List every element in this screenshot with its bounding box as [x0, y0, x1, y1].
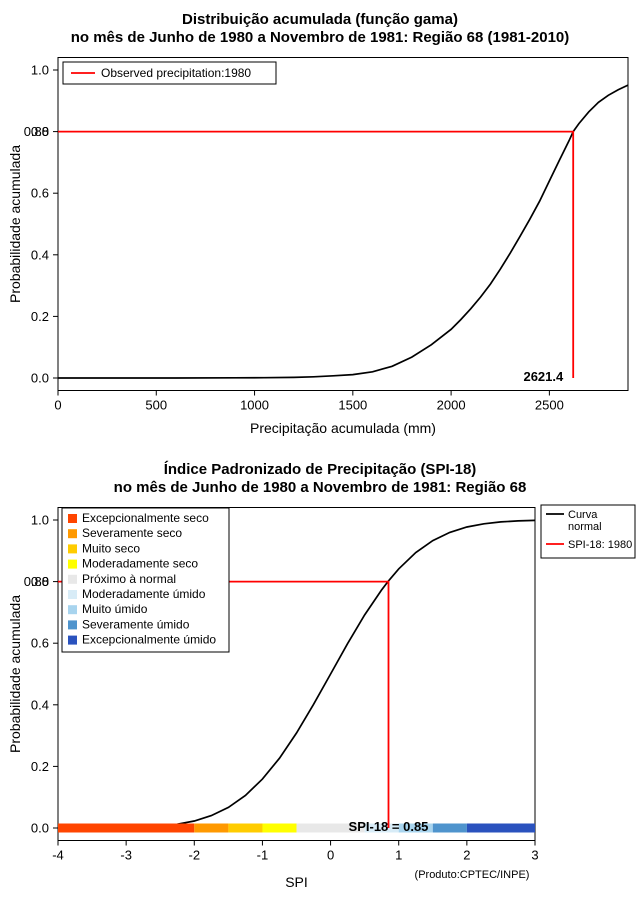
category-swatch — [68, 605, 77, 615]
y-tick-label: 0.4 — [31, 247, 49, 262]
chart-title: Distribuição acumulada (função gama) — [182, 11, 458, 28]
y-tick-label: 0.6 — [31, 186, 49, 201]
series-legend-label: SPI-18: 1980 — [568, 539, 632, 551]
legend-label: Observed precipitation:1980 — [101, 66, 251, 80]
category-label: Moderadamente seco — [82, 557, 198, 571]
chart-subtitle: no mês de Junho de 1980 a Novembro de 19… — [113, 479, 527, 496]
reference-y-value-label: 0.80 — [24, 124, 49, 139]
spi-color-bar — [58, 823, 535, 833]
y-tick-label: 0.6 — [31, 636, 49, 651]
y-tick-label: 1.0 — [31, 513, 49, 528]
y-tick-label: 1.0 — [31, 63, 49, 78]
x-tick-label: -4 — [52, 848, 64, 863]
color-bar-segment — [432, 823, 467, 833]
cdf-curve — [58, 84, 629, 379]
color-bar-segment — [194, 823, 229, 833]
category-swatch — [68, 574, 77, 584]
color-bar-segment — [296, 823, 365, 833]
category-label: Muito seco — [82, 541, 140, 555]
x-tick-label: 2 — [463, 848, 470, 863]
chart-subtitle: no mês de Junho de 1980 a Novembro de 19… — [70, 29, 570, 46]
reference-value-label: SPI-18 = 0.85 — [349, 819, 429, 834]
spi-cdf-plot-area: -4 -3 -2 -1 0 1 2 3 0.0 0.2 0.4 0.6 0.8 1.0 0.80 SPI-18… — [24, 504, 636, 863]
gamma-cdf-chart: 0 500 1000 1500 2000 2500 0.0 0.2 0.4 0.6 0.8 1.0 0.… — [7, 11, 629, 436]
x-tick-label: 2500 — [535, 398, 564, 413]
category-swatch — [68, 544, 77, 554]
category-label: Excepcionalmente seco — [82, 511, 209, 525]
category-swatch — [68, 635, 77, 645]
y-axis-label: Probabilidade acumulada — [7, 145, 23, 303]
category-swatch — [68, 620, 77, 630]
category-swatch — [68, 514, 77, 523]
color-bar-segment — [262, 823, 297, 833]
x-tick-label: -3 — [120, 848, 132, 863]
category-swatch — [68, 529, 77, 539]
reference-x-value-label: 2621.4 — [523, 369, 564, 384]
category-label: Severamente úmido — [82, 617, 190, 631]
reference-y-value-label: 0.80 — [24, 574, 49, 589]
spi-cdf-chart: -4 -3 -2 -1 0 1 2 3 0.0 0.2 0.4 0.6 0.8 1.0 0.80 SPI-18… — [0, 450, 640, 900]
observed-reference-line — [58, 130, 575, 378]
y-axis: 0.0 0.2 0.4 0.6 0.8 1.0 — [31, 63, 58, 386]
x-axis: 0 500 1000 1500 2000 2500 — [54, 390, 564, 413]
x-tick-label: -2 — [189, 848, 201, 863]
x-tick-label: 0 — [54, 398, 61, 413]
y-tick-label: 0.2 — [31, 759, 49, 774]
plot-box — [57, 57, 629, 391]
y-tick-label: 0.4 — [31, 697, 49, 712]
x-tick-label: 1 — [395, 848, 402, 863]
category-label: Severamente seco — [82, 526, 182, 540]
color-bar-segment — [398, 823, 433, 833]
producer-footnote: (Produto:CPTEC/INPE) — [414, 869, 530, 881]
legend-box — [62, 61, 277, 85]
x-tick-label: 1000 — [240, 398, 269, 413]
y-axis: 0.0 0.2 0.4 0.6 0.8 1.0 — [31, 513, 58, 836]
color-bar-segment — [58, 823, 195, 833]
x-tick-label: 3 — [531, 848, 538, 863]
category-label: Muito úmido — [82, 602, 148, 616]
y-tick-label: 0.0 — [31, 371, 49, 386]
chart-title: Índice Padronizado de Precipitação (SPI-… — [163, 461, 477, 478]
x-tick-label: 0 — [327, 848, 334, 863]
x-axis: -4 -3 -2 -1 0 1 2 3 — [52, 840, 539, 863]
x-tick-label: -1 — [257, 848, 269, 863]
x-axis-label: Precipitação acumulada (mm) — [250, 420, 436, 436]
category-label: Próximo à normal — [82, 572, 176, 586]
category-label: Moderadamente úmido — [82, 587, 206, 601]
x-tick-label: 2000 — [437, 398, 466, 413]
x-tick-label: 1500 — [338, 398, 367, 413]
color-bar-segment — [228, 823, 263, 833]
x-axis-label: SPI — [285, 874, 308, 890]
category-swatch — [68, 559, 77, 569]
category-swatch — [68, 590, 77, 599]
color-bar-segment — [466, 823, 535, 833]
y-axis-label: Probabilidade acumulada — [7, 595, 23, 753]
y-tick-label: 0.8 — [31, 124, 49, 139]
color-bar-segment — [364, 823, 399, 833]
series-legend-label: Curva — [568, 509, 598, 521]
legend: Observed precipitation:1980 — [62, 61, 277, 85]
gamma-cdf-plot-area: 0 500 1000 1500 2000 25000.00.20.40.60.81.00.… — [24, 57, 629, 413]
y-tick-label: 0.0 — [31, 821, 49, 836]
y-tick-label: 0.2 — [31, 309, 49, 324]
category-legend-box — [61, 507, 230, 653]
series-legend-label: normal — [568, 521, 602, 533]
category-label: Excepcionalmente úmido — [82, 633, 216, 647]
x-tick-label: 500 — [145, 398, 167, 413]
plot-box — [57, 507, 536, 841]
y-tick-label: 0.8 — [31, 574, 49, 589]
